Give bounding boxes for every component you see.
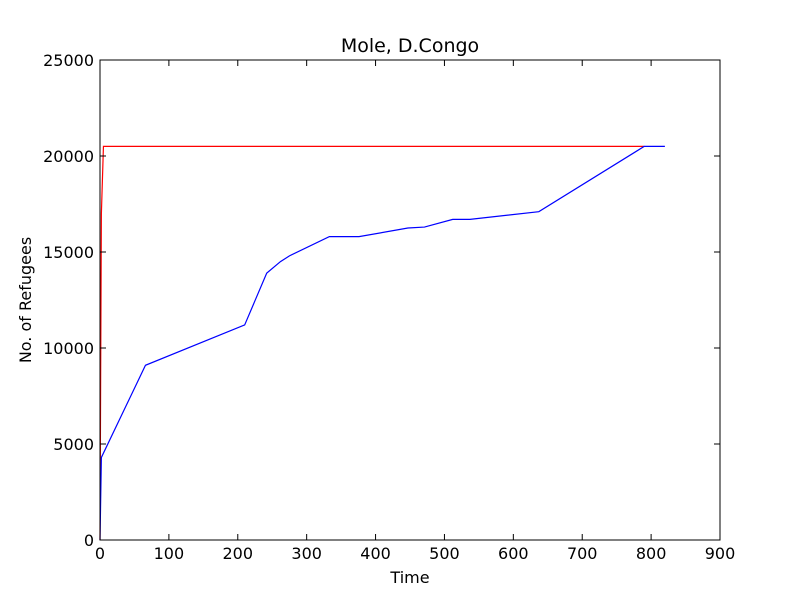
y-axis-label: No. of Refugees	[16, 237, 35, 363]
ticks-layer: 0 100 200 300 400 500 600 700 800 900 0 5000 10000 15…	[43, 51, 735, 563]
x-tick-label: 100	[154, 544, 185, 563]
x-tick-label: 200	[223, 544, 254, 563]
plot-frame	[99, 59, 721, 541]
y-tick-label: 5000	[53, 435, 94, 454]
y-tick-label: 20000	[43, 147, 94, 166]
x-tick-label: 500	[429, 544, 460, 563]
y-tick-label: 0	[84, 531, 94, 550]
x-tick-label: 700	[567, 544, 598, 563]
x-tick-label: 400	[360, 544, 391, 563]
x-tick-label: 800	[636, 544, 667, 563]
x-axis-label: Time	[389, 568, 429, 587]
x-tick-label: 300	[291, 544, 322, 563]
y-tick-label: 15000	[43, 243, 94, 262]
chart-title: Mole, D.Congo	[341, 35, 479, 57]
x-tick-label: 0	[95, 544, 105, 563]
y-tick-label: 10000	[43, 339, 94, 358]
x-tick-label: 600	[498, 544, 529, 563]
y-tick-label: 25000	[43, 51, 94, 70]
series-line-2	[99, 145, 665, 541]
x-tick-label: 900	[705, 544, 736, 563]
